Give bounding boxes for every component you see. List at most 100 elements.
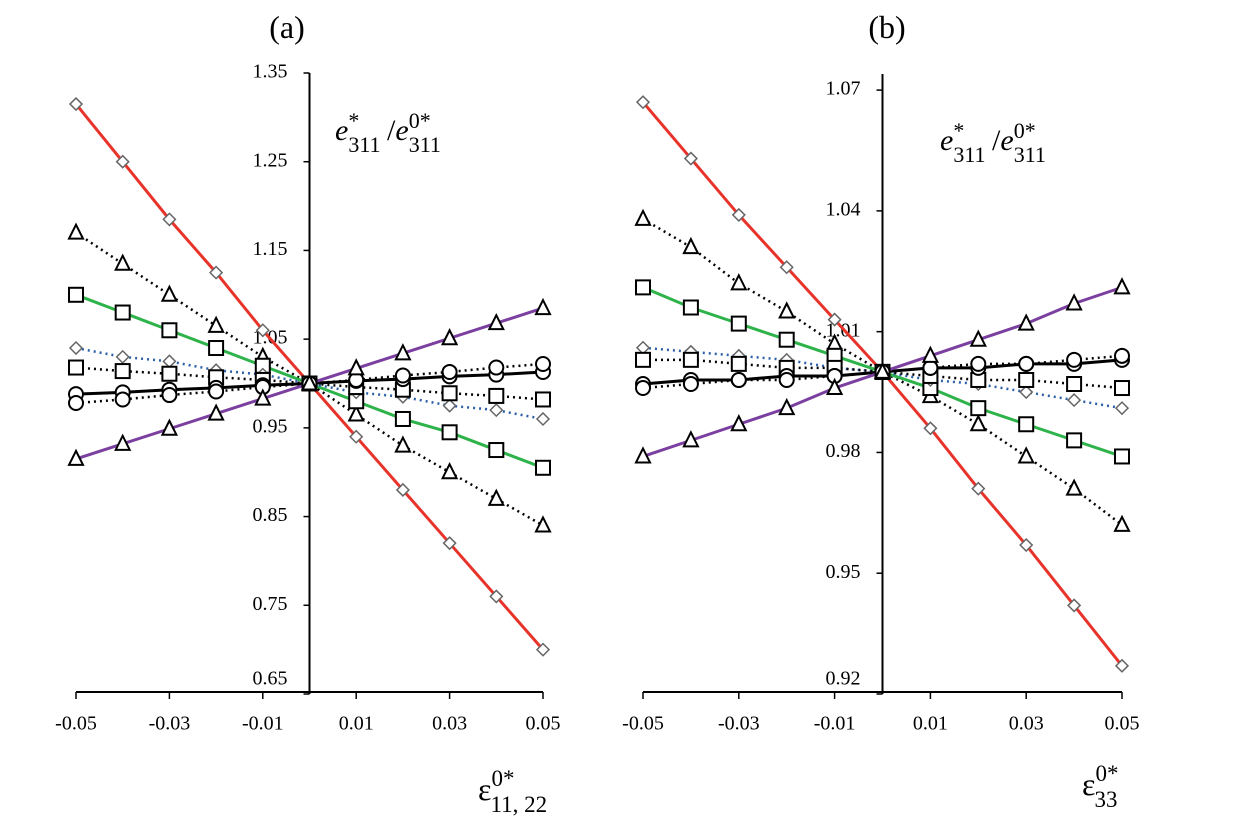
marker [68,340,84,356]
marker [254,388,272,406]
y-tick-label: 1.25 [253,149,288,171]
label-part: e [940,124,953,157]
marker [730,414,748,432]
marker [1018,371,1035,388]
marker [347,404,365,422]
y-tick-label: 0.65 [253,668,288,690]
marker [114,304,131,321]
marker [162,354,177,369]
marker [1017,313,1035,331]
y-tick-label: 1.35 [253,61,288,83]
marker [634,446,652,464]
x-tick-label: -0.01 [814,713,856,735]
label-part: 0* [491,766,514,791]
marker [682,236,700,255]
marker [1066,351,1083,368]
marker [441,424,458,441]
marker [114,433,132,451]
marker [115,349,130,364]
marker [535,391,551,408]
x-tick-label: 0.05 [1105,713,1140,735]
marker [67,448,85,466]
marker [68,96,84,112]
marker [487,488,505,506]
y-tick-label: 1.04 [826,198,861,220]
marker [778,371,795,388]
marker [778,301,796,319]
y-tick-label: 0.85 [253,504,288,526]
marker [1114,658,1130,673]
label-part: 311 [1014,142,1046,167]
marker [441,363,458,380]
marker [731,207,746,222]
label-part: 33 [1094,787,1117,812]
marker [300,373,319,391]
marker [1018,355,1035,372]
marker [1114,448,1130,465]
marker [161,322,178,339]
marker [68,395,84,412]
marker [442,536,457,551]
marker [534,515,552,533]
marker [682,299,699,316]
marker [682,430,700,448]
y-tick-label: 1.07 [826,78,861,100]
marker [489,589,504,604]
x-tick-label: 0.05 [526,713,561,735]
marker [1066,376,1083,392]
marker [161,365,178,382]
label-part [1046,124,1049,157]
y-tick-label: 0.98 [826,440,861,462]
marker [208,340,225,357]
series-line [75,346,544,421]
panel: (b)1.071.041.010.980.950.92-0.05 -0.03 -0.… [622,9,1139,812]
marker [1067,393,1082,408]
y-tick-label: 0.92 [826,668,861,690]
marker [778,397,796,416]
marker [394,435,412,453]
marker [825,377,844,396]
label-part: / [387,114,396,147]
label-part: 11, 22 [490,792,547,817]
marker [1114,401,1130,416]
marker [730,315,747,332]
marker [1113,277,1131,295]
label-part [986,124,989,157]
x-tick-label: 0.01 [339,713,374,735]
marker [635,380,651,397]
marker [534,297,552,316]
label-part: ε [1082,766,1095,802]
x-tick-label: -0.05 [55,713,97,735]
marker [207,403,225,421]
label-part: / [992,124,1001,157]
marker [970,400,987,417]
marker [970,355,987,372]
marker [160,418,179,436]
label-part: 0* [1014,118,1036,143]
marker [209,265,224,280]
label-part: 0* [409,108,431,133]
marker [682,376,699,392]
marker [207,315,225,333]
marker [349,429,364,444]
label-part: e [1000,124,1013,157]
marker [921,345,940,363]
y-tick-label: 0.95 [826,561,861,583]
marker [635,95,651,110]
marker [488,387,505,404]
x-tick-label: 0.03 [432,713,467,735]
marker [115,154,130,169]
panel: (a)1.351.251.151.050.950.850.750.65-0.05… [55,9,560,817]
marker [1067,598,1082,613]
x-tick-label: 0.01 [913,713,948,735]
marker [347,358,365,376]
marker [682,351,699,368]
marker [488,442,505,459]
marker [114,253,132,271]
panel-title: (b) [868,9,905,45]
marker [255,323,270,338]
marker [67,222,85,240]
marker [730,355,747,372]
marker [441,385,458,402]
marker [114,363,131,380]
